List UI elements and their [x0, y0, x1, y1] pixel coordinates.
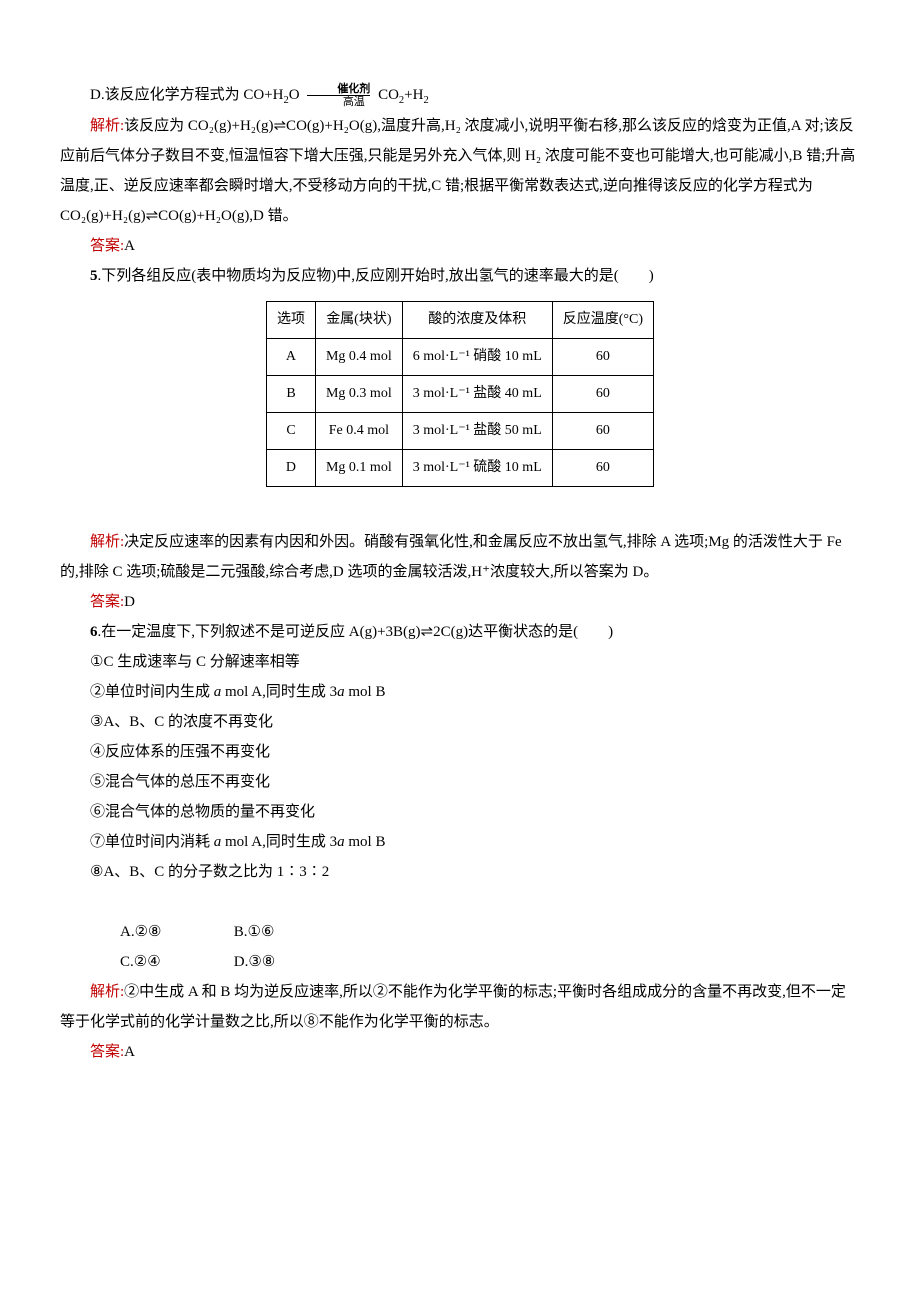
- catalyst-top: 催化剂: [307, 83, 370, 96]
- choice-c: C.②④: [90, 947, 200, 977]
- cell-metal: Mg 0.3 mol: [315, 376, 402, 413]
- q6-item-6: ⑥混合气体的总物质的量不再变化: [60, 797, 860, 827]
- table-row: B Mg 0.3 mol 3 mol·L⁻¹ 盐酸 40 mL 60: [266, 376, 653, 413]
- q4-daan-value: A: [124, 238, 135, 254]
- q6-num: 6: [90, 624, 98, 640]
- q5-stem: 5.下列各组反应(表中物质均为反应物)中,反应刚开始时,放出氢气的速率最大的是(…: [60, 261, 860, 291]
- daan-label: 答案:: [90, 594, 124, 610]
- choice-d: D.③⑧: [204, 947, 314, 977]
- daan-label: 答案:: [90, 1044, 124, 1060]
- table-head-row: 选项 金属(块状) 酸的浓度及体积 反应温度(°C): [266, 302, 653, 339]
- jiexi-label: 解析:: [90, 534, 124, 550]
- th-option: 选项: [266, 302, 315, 339]
- table-row: D Mg 0.1 mol 3 mol·L⁻¹ 硫酸 10 mL 60: [266, 450, 653, 487]
- cell-temp: 60: [552, 413, 653, 450]
- q5-jiexi-text: 决定反应速率的因素有内因和外因。硝酸有强氧化性,和金属反应不放出氢气,排除 A …: [60, 534, 842, 580]
- q5-daan: 答案:D: [60, 587, 860, 617]
- q6-item-5: ⑤混合气体的总压不再变化: [60, 767, 860, 797]
- q6-item-4: ④反应体系的压强不再变化: [60, 737, 860, 767]
- q5-num: 5: [90, 268, 98, 284]
- cell-metal: Mg 0.1 mol: [315, 450, 402, 487]
- cell-opt: D: [266, 450, 315, 487]
- cell-acid: 6 mol·L⁻¹ 硝酸 10 mL: [402, 339, 552, 376]
- catalyst-bot: 高温: [307, 96, 370, 108]
- q4-jiexi: 解析:该反应为 CO₂(g)+H₂(g)⇌CO(g)+H₂O(g),温度升高,H…: [60, 111, 860, 231]
- var-a: a: [214, 834, 222, 850]
- th-temp: 反应温度(°C): [552, 302, 653, 339]
- q6-daan: 答案:A: [60, 1037, 860, 1067]
- q5-jiexi: 解析:决定反应速率的因素有内因和外因。硝酸有强氧化性,和金属反应不放出氢气,排除…: [60, 527, 860, 587]
- q4d-text-3: CO: [378, 87, 399, 103]
- cell-metal: Fe 0.4 mol: [315, 413, 402, 450]
- q4d-text-1: D.该反应化学方程式为 CO+H: [90, 87, 283, 103]
- q4d-text-2: O: [289, 87, 300, 103]
- cell-temp: 60: [552, 450, 653, 487]
- q6-jiexi: 解析:②中生成 A 和 B 均为逆反应速率,所以②不能作为化学平衡的标志;平衡时…: [60, 977, 860, 1037]
- table-row: C Fe 0.4 mol 3 mol·L⁻¹ 盐酸 50 mL 60: [266, 413, 653, 450]
- cell-temp: 60: [552, 339, 653, 376]
- var-a: a: [337, 684, 345, 700]
- q6-item-2: ②单位时间内生成 a mol A,同时生成 3a mol B: [60, 677, 860, 707]
- daan-label: 答案:: [90, 238, 124, 254]
- jiexi-label: 解析:: [90, 984, 124, 1000]
- q6-daan-value: A: [124, 1044, 135, 1060]
- q6-item-8: ⑧A、B、C 的分子数之比为 1∶3∶2: [60, 857, 860, 887]
- q4-daan: 答案:A: [60, 231, 860, 261]
- q6-stem-text: .在一定温度下,下列叙述不是可逆反应 A(g)+3B(g)⇌2C(g)达平衡状态…: [98, 624, 614, 640]
- catalyst-arrow: 催化剂 高温: [305, 83, 372, 108]
- cell-acid: 3 mol·L⁻¹ 盐酸 40 mL: [402, 376, 552, 413]
- q6-item-7: ⑦单位时间内消耗 a mol A,同时生成 3a mol B: [60, 827, 860, 857]
- q4d-sub-3: 2: [423, 95, 428, 106]
- cell-acid: 3 mol·L⁻¹ 盐酸 50 mL: [402, 413, 552, 450]
- q5-table: 选项 金属(块状) 酸的浓度及体积 反应温度(°C) A Mg 0.4 mol …: [266, 301, 654, 487]
- q5-stem-text: .下列各组反应(表中物质均为反应物)中,反应刚开始时,放出氢气的速率最大的是( …: [98, 268, 654, 284]
- var-a: a: [214, 684, 222, 700]
- q4-jiexi-text: 该反应为 CO₂(g)+H₂(g)⇌CO(g)+H₂O(g),温度升高,H₂ 浓…: [60, 118, 855, 224]
- q6-choices-row1: A.②⑧ B.①⑥: [60, 917, 860, 947]
- cell-temp: 60: [552, 376, 653, 413]
- q6-jiexi-text: ②中生成 A 和 B 均为逆反应速率,所以②不能作为化学平衡的标志;平衡时各组成…: [60, 984, 846, 1030]
- q6-item-3: ③A、B、C 的浓度不再变化: [60, 707, 860, 737]
- cell-opt: C: [266, 413, 315, 450]
- choice-a: A.②⑧: [90, 917, 200, 947]
- q6-stem: 6.在一定温度下,下列叙述不是可逆反应 A(g)+3B(g)⇌2C(g)达平衡状…: [60, 617, 860, 647]
- cell-metal: Mg 0.4 mol: [315, 339, 402, 376]
- q6-item-1: ①C 生成速率与 C 分解速率相等: [60, 647, 860, 677]
- cell-opt: A: [266, 339, 315, 376]
- cell-opt: B: [266, 376, 315, 413]
- q4d-text-4: +H: [404, 87, 423, 103]
- th-metal: 金属(块状): [315, 302, 402, 339]
- jiexi-label: 解析:: [90, 118, 124, 134]
- choice-b: B.①⑥: [204, 917, 314, 947]
- q6-choices-row2: C.②④ D.③⑧: [60, 947, 860, 977]
- var-a: a: [337, 834, 345, 850]
- cell-acid: 3 mol·L⁻¹ 硫酸 10 mL: [402, 450, 552, 487]
- th-acid: 酸的浓度及体积: [402, 302, 552, 339]
- table-row: A Mg 0.4 mol 6 mol·L⁻¹ 硝酸 10 mL 60: [266, 339, 653, 376]
- q5-daan-value: D: [124, 594, 135, 610]
- q4-option-d: D.该反应化学方程式为 CO+H2O 催化剂 高温 CO2+H2: [60, 80, 860, 111]
